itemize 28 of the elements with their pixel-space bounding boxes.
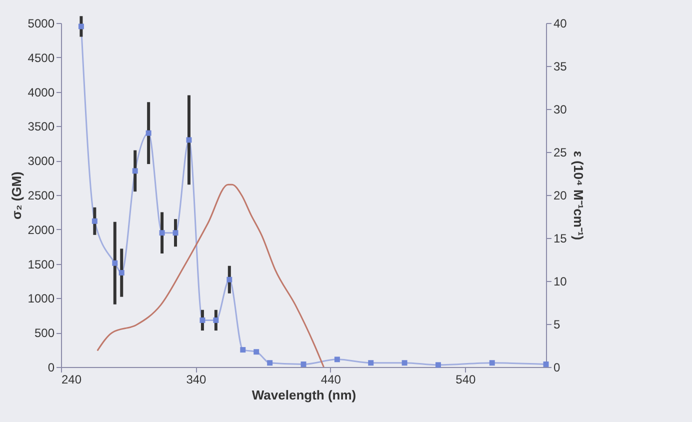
y2-tick-label: 20 xyxy=(554,188,568,202)
y2-tick-label: 0 xyxy=(554,360,560,374)
line-series xyxy=(96,184,324,368)
x-axis-title: Wavelength (nm) xyxy=(252,388,356,402)
y-tick-label: 1000 xyxy=(28,292,55,306)
y2-axis-title: ε (10⁴ M⁻¹cm⁻¹) xyxy=(570,150,586,240)
y-tick-label: 5000 xyxy=(28,16,55,30)
y2-tick-label: 35 xyxy=(554,60,568,74)
y2-tick-label: 40 xyxy=(554,16,568,30)
y-tick-label: 2500 xyxy=(28,188,55,202)
x-tick-label: 540 xyxy=(456,372,476,386)
y-tick-label: 0 xyxy=(48,360,55,374)
y-tick-label: 3000 xyxy=(28,154,55,168)
y2-tick-label: 30 xyxy=(554,102,568,116)
x-tick-label: 440 xyxy=(320,372,342,386)
y2-tick-label: 10 xyxy=(554,274,568,288)
x-tick-label: 240 xyxy=(62,372,82,386)
y-tick-label: 2000 xyxy=(28,222,55,237)
x-tick-label: 340 xyxy=(186,372,207,386)
y-tick-label: 4000 xyxy=(28,85,55,100)
y2-tick-label: 15 xyxy=(554,232,568,246)
y2-tick-label: 25 xyxy=(554,146,568,160)
y-tick-label: 3500 xyxy=(28,120,55,134)
y-tick-label: 4500 xyxy=(28,50,55,65)
y-tick-label: 1500 xyxy=(28,257,55,272)
y2-tick-label: 5 xyxy=(554,318,560,332)
y-axis-title: σ₂ (GM) xyxy=(8,172,24,220)
y-tick-label: 500 xyxy=(34,326,55,340)
